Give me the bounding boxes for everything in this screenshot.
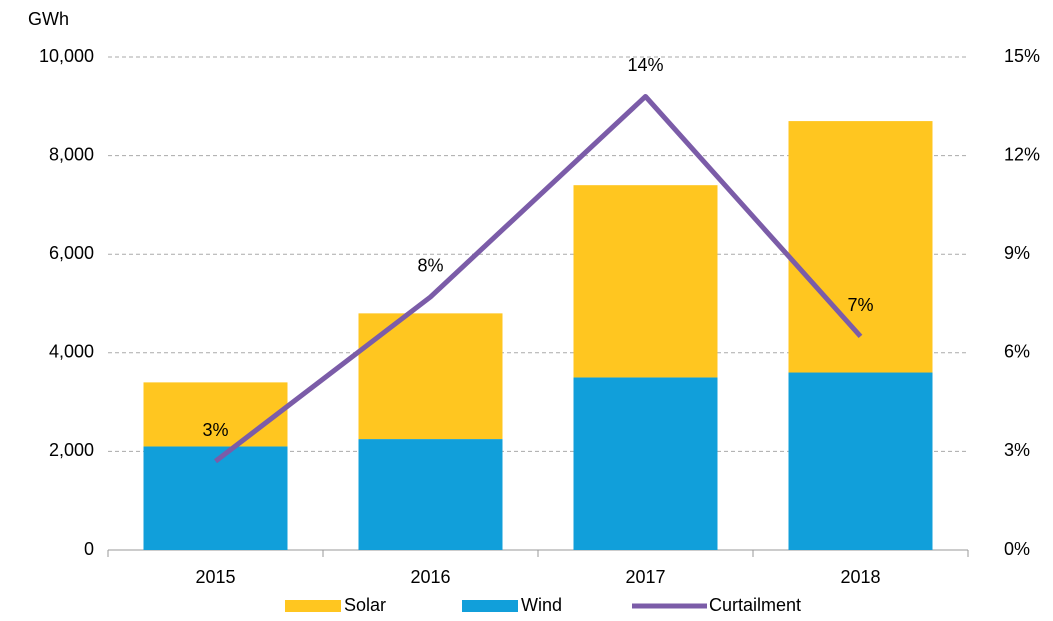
y-tick-label: 4,000	[49, 342, 94, 362]
legend-label: Wind	[521, 595, 562, 615]
y2-tick-label: 12%	[1004, 144, 1040, 164]
x-tick-label: 2015	[195, 567, 235, 587]
bar-segment	[143, 382, 288, 447]
bar-segment	[573, 377, 718, 550]
y-tick-label: 6,000	[49, 243, 94, 263]
data-label: 14%	[627, 55, 663, 75]
x-tick-label: 2016	[410, 567, 450, 587]
line-series	[213, 93, 863, 464]
y-tick-label: 0	[84, 539, 94, 559]
data-label: 3%	[202, 420, 228, 440]
y2-tick-label: 0%	[1004, 539, 1030, 559]
bar-segment	[358, 439, 503, 550]
y-axis-label: GWh	[28, 9, 69, 29]
bar-segment	[143, 446, 288, 550]
y2-tick-label: 15%	[1004, 46, 1040, 66]
y2-tick-label: 3%	[1004, 440, 1030, 460]
x-tick-label: 2017	[625, 567, 665, 587]
bar-segment	[788, 121, 933, 373]
y-tick-label: 8,000	[49, 144, 94, 164]
data-label: 7%	[847, 295, 873, 315]
y-tick-label: 10,000	[39, 46, 94, 66]
legend-swatch	[285, 600, 341, 612]
bar-segment	[573, 185, 718, 378]
data-label: 8%	[417, 256, 443, 276]
legend-label: Curtailment	[709, 595, 801, 615]
legend-label: Solar	[344, 595, 386, 615]
y2-tick-label: 9%	[1004, 243, 1030, 263]
legend-swatch	[462, 600, 518, 612]
x-tick-label: 2018	[840, 567, 880, 587]
bar-segment	[358, 313, 503, 440]
bar-segment	[788, 372, 933, 550]
y2-tick-label: 6%	[1004, 342, 1030, 362]
y-tick-label: 2,000	[49, 440, 94, 460]
